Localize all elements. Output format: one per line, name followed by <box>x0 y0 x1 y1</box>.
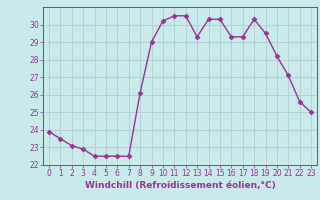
X-axis label: Windchill (Refroidissement éolien,°C): Windchill (Refroidissement éolien,°C) <box>84 181 276 190</box>
